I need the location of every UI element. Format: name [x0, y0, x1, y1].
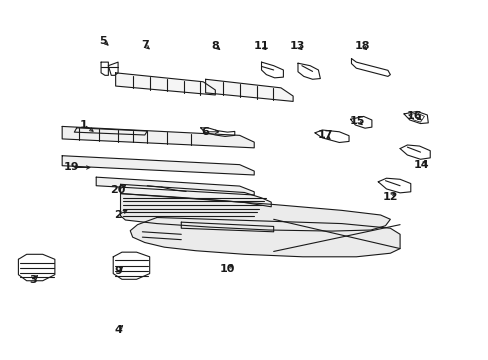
Text: 1: 1 — [80, 120, 88, 130]
Text: 9: 9 — [114, 266, 122, 276]
Text: 4: 4 — [114, 325, 122, 335]
Polygon shape — [116, 73, 215, 95]
Text: 2: 2 — [114, 210, 122, 220]
Text: 20: 20 — [110, 185, 125, 195]
Text: 3: 3 — [29, 275, 37, 285]
Polygon shape — [120, 194, 389, 231]
Text: 18: 18 — [354, 41, 369, 51]
Text: 11: 11 — [253, 41, 269, 51]
Text: 19: 19 — [64, 162, 80, 172]
Polygon shape — [96, 177, 254, 195]
Text: 5: 5 — [100, 36, 107, 46]
Text: 14: 14 — [413, 160, 429, 170]
Text: 12: 12 — [382, 192, 397, 202]
Polygon shape — [62, 126, 254, 148]
Text: 17: 17 — [317, 130, 333, 140]
Text: 8: 8 — [211, 41, 219, 51]
Text: 13: 13 — [289, 41, 305, 51]
Text: 15: 15 — [349, 116, 365, 126]
Polygon shape — [130, 217, 399, 257]
Text: 7: 7 — [141, 40, 148, 50]
Text: 16: 16 — [406, 111, 422, 121]
Text: 6: 6 — [201, 127, 209, 137]
Polygon shape — [205, 79, 292, 102]
Polygon shape — [120, 184, 271, 207]
Text: 10: 10 — [219, 264, 235, 274]
Polygon shape — [62, 156, 254, 175]
